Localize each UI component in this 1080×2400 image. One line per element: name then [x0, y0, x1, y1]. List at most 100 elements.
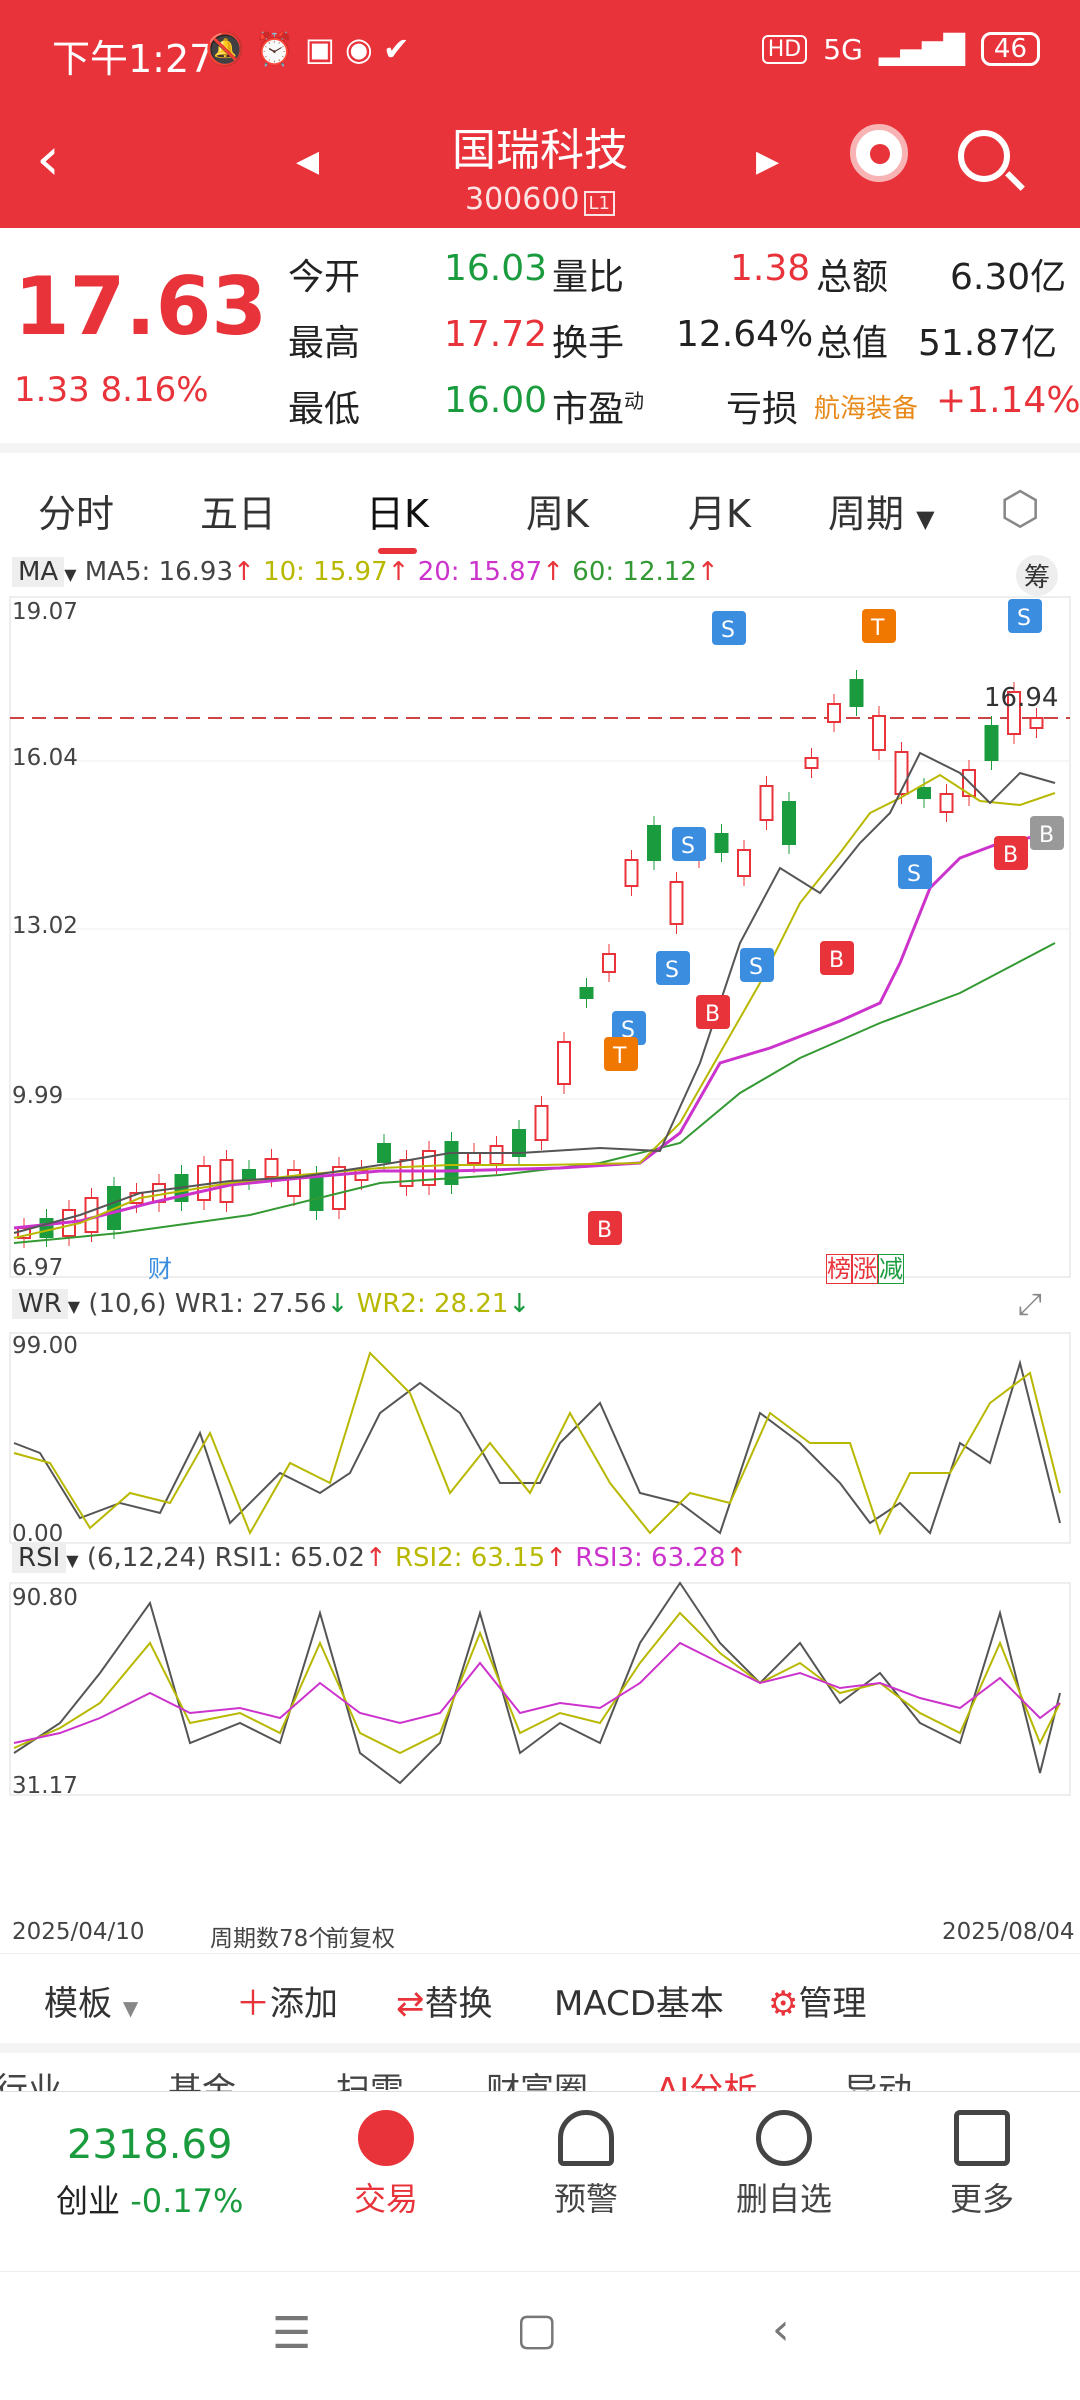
candle[interactable]	[242, 1169, 256, 1181]
candle[interactable]	[557, 1041, 571, 1085]
sell-marker[interactable]	[1008, 599, 1042, 633]
tab-period[interactable]: 周期 ▼	[828, 483, 935, 538]
back-nav-icon[interactable]: ‹	[772, 2304, 790, 2355]
candle[interactable]	[377, 1143, 391, 1163]
info-tab-fund[interactable]: 基金	[168, 2071, 236, 2091]
macd-button[interactable]: MACD基本	[554, 1984, 724, 2024]
sell-marker[interactable]	[898, 855, 932, 889]
sector-change[interactable]: +1.14%	[936, 380, 1080, 421]
status-bar: 下午1:27 🔕⏰▣◉✔ HD 5G ▂▄▆█ 46	[0, 0, 1080, 100]
t-marker[interactable]	[604, 1037, 638, 1071]
nav-bar: ‹ ◀ 国瑞科技 300600 L1 ▶	[0, 100, 1080, 228]
info-tab-anomaly[interactable]: 异动	[844, 2071, 912, 2091]
grid-icon	[954, 2110, 1010, 2166]
replace-button[interactable]: ⇄替换	[396, 1976, 493, 2025]
home-icon[interactable]: ▢	[516, 2304, 558, 2355]
wr-indicator-select[interactable]: WR	[12, 1289, 68, 1319]
candle[interactable]	[1029, 717, 1044, 729]
add-button[interactable]: ＋添加	[236, 1976, 338, 2025]
rsi-legend: RSI ▼ (6,12,24) RSI1: 65.02↑ RSI2: 63.15↑…	[12, 1543, 747, 1573]
change-value: 1.33	[14, 370, 90, 410]
settings-icon[interactable]: ⬡	[1000, 481, 1041, 535]
chip-distribution-button[interactable]: 筹	[1016, 555, 1059, 596]
tab-monthly-k[interactable]: 月K	[688, 492, 751, 536]
candle[interactable]	[624, 859, 639, 887]
manage-button[interactable]: ⚙管理	[768, 1976, 866, 2025]
main-pane-frame	[9, 596, 1071, 1278]
candle[interactable]	[849, 679, 864, 707]
candle[interactable]	[84, 1197, 99, 1233]
candle[interactable]	[39, 1218, 54, 1238]
info-tabs: 行业 基金 扫雷 财富圈 AI分析 异动	[0, 2043, 1080, 2091]
t-marker[interactable]	[862, 609, 896, 643]
candle[interactable]	[647, 825, 661, 861]
rsi-indicator-select[interactable]: RSI	[12, 1543, 67, 1573]
sector-name[interactable]: 航海装备	[814, 394, 919, 424]
sell-marker[interactable]	[612, 1011, 646, 1045]
candle[interactable]	[759, 785, 774, 821]
minus-circle-icon	[756, 2110, 812, 2166]
expand-icon[interactable]: ⤢	[1018, 1287, 1042, 1322]
nav-more[interactable]: 更多	[912, 2110, 1052, 2220]
kline-chart-svg[interactable]: B B B B B S S S S S S S T T	[0, 543, 1080, 1953]
candle[interactable]	[984, 725, 999, 761]
adjust-mode[interactable]: 前复权	[326, 1926, 395, 1952]
candle[interactable]	[669, 881, 684, 925]
candle[interactable]	[804, 757, 819, 769]
assistant-mascot-icon[interactable]	[850, 124, 908, 182]
info-tab-industry[interactable]: 行业	[0, 2071, 62, 2091]
candle[interactable]	[332, 1166, 346, 1210]
wr1-value: WR1: 27.56	[174, 1289, 327, 1319]
candle[interactable]	[422, 1150, 436, 1186]
sell-marker[interactable]	[672, 827, 706, 861]
back-icon[interactable]: ‹	[36, 124, 60, 194]
sell-marker[interactable]	[712, 611, 746, 645]
template-button[interactable]: 模板 ▼	[44, 1976, 138, 2025]
candle[interactable]	[602, 953, 616, 973]
candle[interactable]	[737, 849, 751, 877]
candle[interactable]	[579, 987, 594, 999]
candle[interactable]	[872, 715, 886, 751]
candle[interactable]	[1007, 691, 1021, 735]
nav-remove-watchlist[interactable]: 删自选	[714, 2110, 854, 2220]
candle[interactable]	[534, 1105, 549, 1141]
tab-weekly-k[interactable]: 周K	[526, 492, 589, 536]
tab-daily-k[interactable]: 日K	[366, 483, 429, 554]
mcap-label: 总值	[816, 323, 889, 364]
prev-stock-icon[interactable]: ◀	[296, 144, 320, 179]
info-tab-ai[interactable]: AI分析	[656, 2071, 758, 2091]
buy-marker[interactable]	[820, 941, 854, 975]
ma-indicator-select[interactable]: MA	[12, 557, 65, 587]
candle[interactable]	[714, 833, 729, 853]
next-stock-icon[interactable]: ▶	[756, 144, 780, 179]
info-tab-wealth[interactable]: 财富圈	[486, 2071, 588, 2091]
search-icon[interactable]	[958, 130, 1010, 182]
buy-marker[interactable]	[994, 836, 1028, 870]
event-markers[interactable]: 榜涨减	[826, 1249, 904, 1284]
candle[interactable]	[894, 751, 909, 795]
candle[interactable]	[512, 1129, 526, 1157]
buy-marker[interactable]	[696, 995, 730, 1029]
tab-five-day[interactable]: 五日	[200, 492, 277, 536]
buy-marker[interactable]	[588, 1211, 622, 1245]
vol-ratio-value: 1.38	[730, 248, 811, 289]
candle[interactable]	[467, 1152, 481, 1164]
nav-trade[interactable]: 交易	[316, 2110, 456, 2220]
candle[interactable]	[917, 787, 931, 799]
info-tab-mine[interactable]: 扫雷	[336, 2071, 404, 2091]
index-widget[interactable]: 2318.69 创业 -0.17%	[56, 2122, 243, 2222]
candle[interactable]	[309, 1175, 324, 1211]
tab-intraday[interactable]: 分时	[38, 492, 115, 536]
candle[interactable]	[782, 801, 796, 845]
menu-icon[interactable]: ☰	[272, 2308, 312, 2359]
candle[interactable]	[287, 1169, 301, 1197]
candle[interactable]	[939, 793, 954, 813]
sell-marker[interactable]	[740, 948, 774, 982]
financial-event-marker[interactable]: 财	[148, 1255, 172, 1283]
sell-marker[interactable]	[656, 951, 690, 985]
candle[interactable]	[264, 1158, 279, 1178]
candle[interactable]	[489, 1145, 504, 1165]
nav-alert[interactable]: 预警	[516, 2110, 656, 2220]
buy-marker-gray[interactable]	[1030, 816, 1064, 850]
candle[interactable]	[827, 703, 841, 723]
